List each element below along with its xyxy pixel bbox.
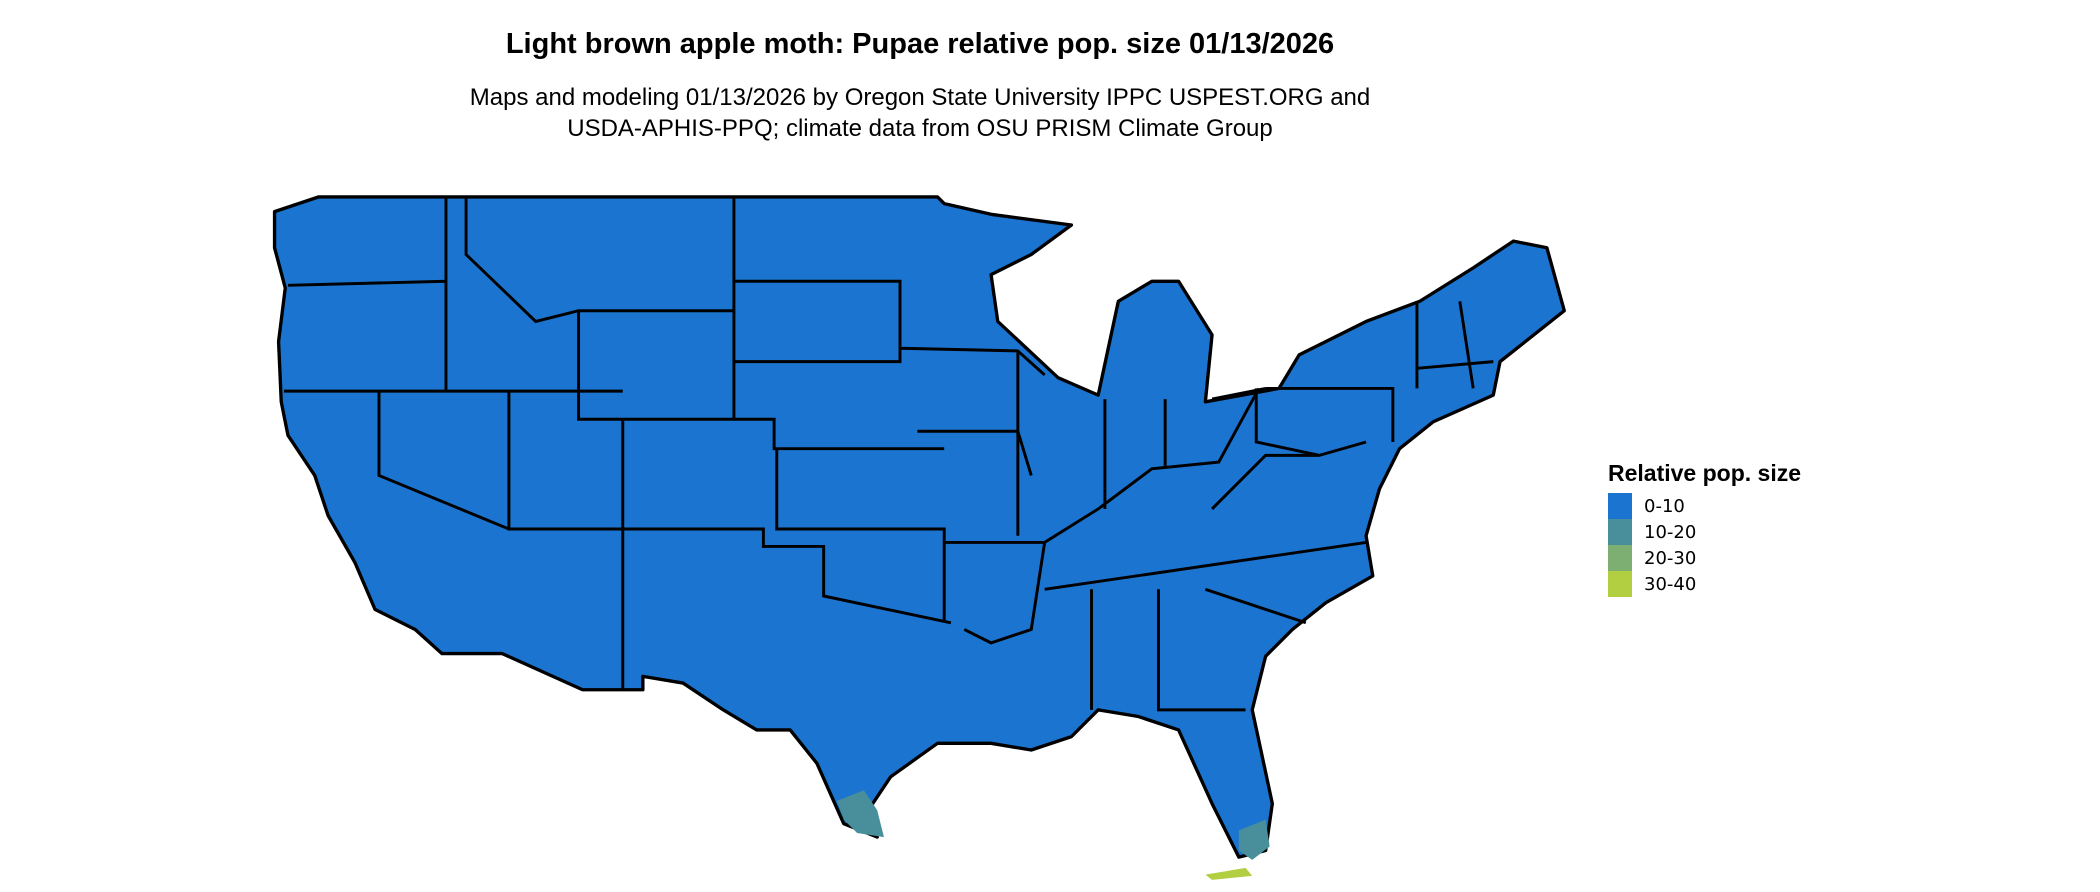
- legend-label: 10-20: [1644, 521, 1697, 543]
- legend: Relative pop. size 0-10 10-20 20-30 30-4…: [1608, 460, 1801, 597]
- legend-label: 20-30: [1644, 547, 1697, 569]
- legend-label: 30-40: [1644, 573, 1697, 595]
- legend-swatch: [1608, 545, 1632, 571]
- us-outline: [272, 195, 1566, 859]
- legend-item: 10-20: [1608, 519, 1801, 545]
- legend-swatch: [1608, 571, 1632, 597]
- region-10-20-texas: [837, 790, 884, 838]
- region-30-40-keys: [1205, 867, 1253, 880]
- legend-item: 0-10: [1608, 493, 1801, 519]
- region-10-20-florida: [1238, 819, 1270, 860]
- legend-item: 30-40: [1608, 571, 1801, 597]
- state-borders: [283, 196, 1494, 712]
- legend-swatch: [1608, 519, 1632, 545]
- subtitle-line-1: Maps and modeling 01/13/2026 by Oregon S…: [469, 84, 1371, 111]
- subtitle-line-2: USDA-APHIS-PPQ; climate data from OSU PR…: [567, 115, 1273, 142]
- legend-title: Relative pop. size: [1608, 460, 1802, 486]
- map-title: Light brown apple moth: Pupae relative p…: [505, 28, 1335, 60]
- legend-swatch: [1608, 493, 1632, 519]
- legend-item: 20-30: [1608, 545, 1801, 571]
- legend-label: 0-10: [1644, 495, 1685, 517]
